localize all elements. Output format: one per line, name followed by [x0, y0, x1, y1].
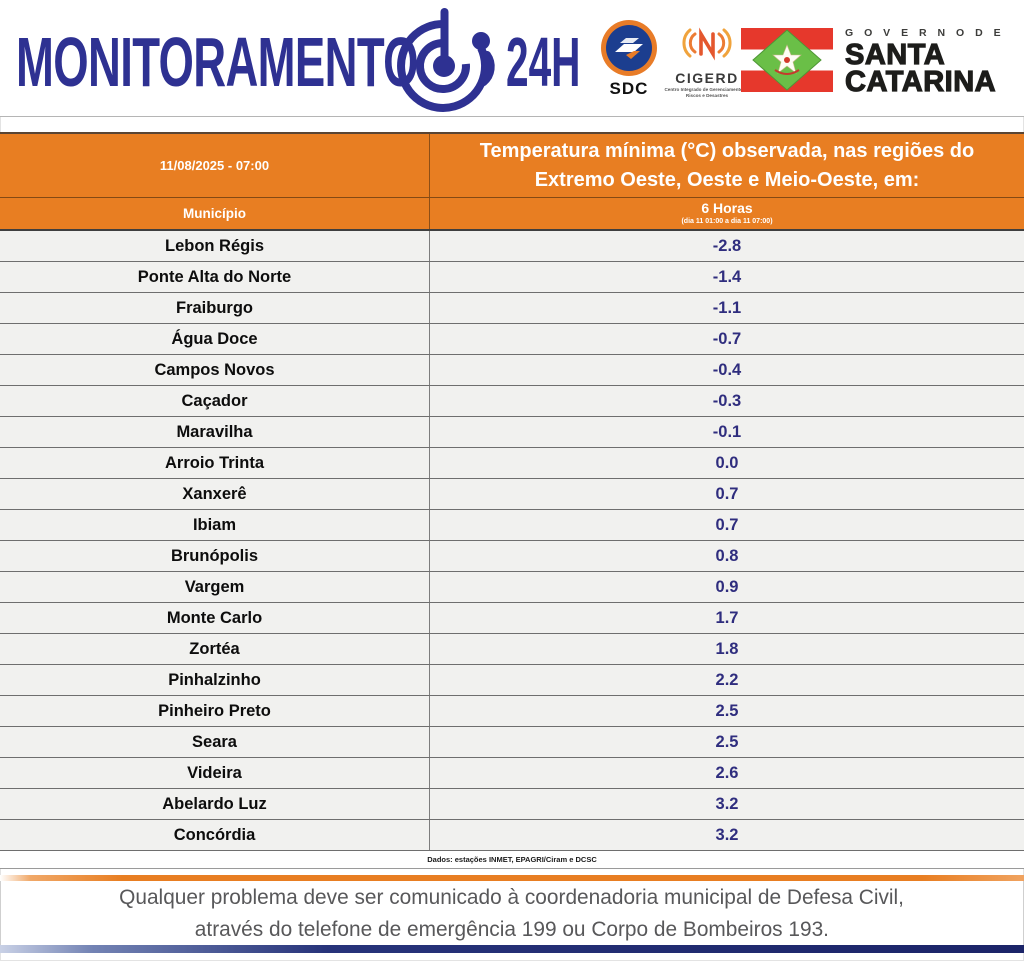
table-datetime: 11/08/2025 - 07:00	[0, 134, 430, 197]
municipality-cell: Caçador	[0, 386, 430, 416]
table-title: Temperatura mínima (°C) observada, nas r…	[479, 139, 975, 191]
cigerd-label: CIGERD	[675, 70, 739, 86]
table-row: Zortéa 1.8	[0, 634, 1024, 665]
table-row: Maravilha -0.1	[0, 417, 1024, 448]
santa-catarina-flag-icon	[741, 28, 833, 92]
municipality-cell: Lebon Régis	[0, 231, 430, 261]
municipality-cell: Arroio Trinta	[0, 448, 430, 478]
temperature-cell: 2.5	[715, 701, 739, 720]
temperature-cell: 2.2	[715, 670, 739, 689]
table-row: Monte Carlo 1.7	[0, 603, 1024, 634]
municipality-cell: Água Doce	[0, 324, 430, 354]
governo-wordmark: G O V E R N O D E SANTA CATARINA	[844, 27, 1005, 99]
municipality-cell: Monte Carlo	[0, 603, 430, 633]
table-row: Xanxerê 0.7	[0, 479, 1024, 510]
municipality-cell: Abelardo Luz	[0, 789, 430, 819]
cigerd-icon	[682, 27, 732, 61]
temperature-cell: -0.4	[712, 360, 742, 379]
table-row: Ibiam 0.7	[0, 510, 1024, 541]
sdc-emblem-icon	[601, 20, 657, 76]
table-row: Videira 2.6	[0, 758, 1024, 789]
footer-banner: Qualquer problema deve ser comunicado à …	[0, 875, 1024, 953]
municipality-cell: Fraiburgo	[0, 293, 430, 323]
municipality-cell: Ibiam	[0, 510, 430, 540]
table-row: Campos Novos -0.4	[0, 355, 1024, 386]
table-row: Água Doce -0.7	[0, 324, 1024, 355]
temperature-cell: 0.8	[715, 546, 739, 565]
temperature-cell: 2.5	[715, 732, 739, 751]
temperature-cell: -2.8	[712, 236, 742, 255]
temperature-cell: 1.7	[715, 608, 739, 627]
table-header-row: 11/08/2025 - 07:00 Temperatura mínima (°…	[0, 134, 1024, 198]
temperature-cell: -0.7	[712, 329, 742, 348]
brand-title: MONITORAMENTO	[16, 23, 419, 101]
temperature-cell: -1.1	[712, 298, 742, 317]
temperature-cell: 0.0	[715, 453, 739, 472]
cigerd-subtitle: Centro Integrado de Gerenciamento de Ris…	[664, 87, 750, 99]
table-row: Seara 2.5	[0, 727, 1024, 758]
state-name-line1: SANTA	[844, 39, 946, 71]
municipality-cell: Pinheiro Preto	[0, 696, 430, 726]
municipality-cell: Ponte Alta do Norte	[0, 262, 430, 292]
temperature-cell: 3.2	[715, 825, 739, 844]
temperature-cell: 1.8	[715, 639, 739, 658]
municipality-cell: Maravilha	[0, 417, 430, 447]
table-row: Vargem 0.9	[0, 572, 1024, 603]
header: MONITORAMENTO 24H	[0, 0, 1024, 117]
temperature-cell: -1.4	[712, 267, 742, 286]
table-row: Caçador -0.3	[0, 386, 1024, 417]
data-source-note: Dados: estações INMET, EPAGRI/Ciram e DC…	[0, 851, 1024, 868]
temperature-cell: 3.2	[715, 794, 739, 813]
orange-divider-bar	[0, 875, 1024, 881]
municipality-cell: Seara	[0, 727, 430, 757]
radar-24h-icon	[397, 8, 495, 112]
table-row: Ponte Alta do Norte -1.4	[0, 262, 1024, 293]
temperature-cell: 0.7	[715, 515, 739, 534]
governo-de-label: G O V E R N O D E	[845, 27, 1005, 39]
cigerd-logo: CIGERD Centro Integrado de Gerenciamento…	[663, 22, 751, 99]
period-header-label: 6 Horas	[701, 200, 753, 217]
state-name-line2: CATARINA	[844, 66, 997, 99]
table-row: Concórdia 3.2	[0, 820, 1024, 851]
table-row: Lebon Régis -2.8	[0, 231, 1024, 262]
temperature-table: 11/08/2025 - 07:00 Temperatura mínima (°…	[0, 132, 1024, 869]
table-row: Brunópolis 0.8	[0, 541, 1024, 572]
sdc-label: SDC	[609, 79, 649, 98]
municipality-cell: Campos Novos	[0, 355, 430, 385]
temperature-cell: 0.7	[715, 484, 739, 503]
table-body: Lebon Régis -2.8 Ponte Alta do Norte -1.4 Fr…	[0, 231, 1024, 851]
footer-line1: Qualquer problema deve ser comunicado à …	[119, 884, 905, 909]
municipality-cell: Xanxerê	[0, 479, 430, 509]
footer-message: Qualquer problema deve ser comunicado à …	[0, 881, 1024, 945]
table-row: Arroio Trinta 0.0	[0, 448, 1024, 479]
municipality-cell: Vargem	[0, 572, 430, 602]
municipality-column-header: Município	[0, 198, 430, 229]
temperature-cell: -0.1	[712, 422, 742, 441]
table-subheader-row: Município 6 Horas (dia 11 01:00 a dia 11…	[0, 198, 1024, 231]
temperature-cell: 2.6	[715, 763, 739, 782]
municipality-cell: Videira	[0, 758, 430, 788]
table-row: Pinhalzinho 2.2	[0, 665, 1024, 696]
navy-divider-bar	[0, 945, 1024, 953]
period-column-header: 6 Horas (dia 11 01:00 a dia 11 07:00)	[430, 198, 1024, 229]
footer-line2: através do telefone de emergência 199 ou…	[194, 916, 830, 941]
sdc-logo: SDC	[599, 20, 659, 99]
table-row: Fraiburgo -1.1	[0, 293, 1024, 324]
municipality-cell: Pinhalzinho	[0, 665, 430, 695]
table-row: Pinheiro Preto 2.5	[0, 696, 1024, 727]
brand-suffix: 24H	[506, 23, 581, 101]
temperature-cell: 0.9	[715, 577, 739, 596]
temperature-cell: -0.3	[712, 391, 742, 410]
table-row: Abelardo Luz 3.2	[0, 789, 1024, 820]
period-subtitle-label: (dia 11 01:00 a dia 11 07:00)	[681, 217, 773, 225]
municipality-cell: Zortéa	[0, 634, 430, 664]
municipality-cell: Concórdia	[0, 820, 430, 850]
municipality-cell: Brunópolis	[0, 541, 430, 571]
